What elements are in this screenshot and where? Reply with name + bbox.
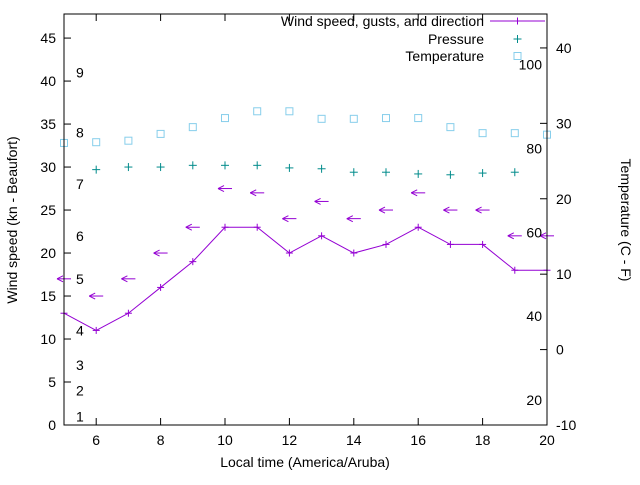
left-axis-label: Wind speed (kn - Beaufort) [4,136,20,303]
right-tick-label: 30 [556,115,572,131]
temperature-point [382,114,390,123]
temperature-point [92,138,101,147]
gust-arrow-head [153,252,160,257]
gust-arrow-head [378,206,386,211]
gust-arrow-head [410,192,418,197]
gust-arrow-head [121,275,128,280]
gust-arrow-head [539,232,547,237]
left-tick-label: 20 [40,245,56,261]
legend-label-wind: Wind speed, gusts, and direction [281,13,484,29]
gust-arrow-head [475,209,482,214]
temperature-point [221,114,229,123]
gust-arrow-head [378,209,386,214]
gust-arrow-head [475,206,482,211]
temperature-point [317,114,326,123]
wind-speed-line [63,226,547,331]
beaufort-scale-label: 4 [76,322,84,338]
right-tick-label: 10 [556,266,572,282]
x-tick-label: 18 [475,432,491,448]
gust-arrow-head [121,278,128,283]
legend-sample-temperature-marker [513,52,522,60]
gust-arrow-head [282,218,289,223]
temperature-point [349,114,358,123]
gust-arrow-head [346,215,354,220]
x-tick-label: 14 [346,432,362,448]
temperature-point [510,129,519,138]
gust-arrow-head [443,209,450,214]
fahrenheit-scale-label: 60 [526,224,542,240]
gust-arrow-head [410,189,418,194]
gust-arrow-head [282,215,289,220]
gust-arrow-head [346,218,354,223]
left-tick-label: 0 [48,417,56,433]
fahrenheit-scale-label: 20 [526,392,542,408]
left-tick-label: 40 [40,73,56,89]
gust-arrow-head [56,278,64,283]
beaufort-scale-label: 1 [76,408,84,424]
right-tick-label: 40 [556,40,572,56]
left-tick-label: 10 [40,331,56,347]
x-tick-label: 10 [217,432,233,448]
beaufort-scale-label: 3 [76,357,84,373]
x-tick-label: 20 [539,432,555,448]
gust-arrow-head [249,192,257,197]
left-tick-label: 30 [40,159,56,175]
left-tick-label: 25 [40,202,56,218]
gust-arrow-head [88,295,96,300]
temperature-point [124,136,133,145]
gust-arrow-head [314,197,321,202]
plot-border [63,13,548,426]
x-tick-label: 8 [157,432,165,448]
x-axis-label: Local time (America/Aruba) [220,454,390,470]
beaufort-scale-label: 7 [76,176,84,192]
gust-arrow-head [88,292,96,297]
beaufort-scale-label: 8 [76,125,84,141]
legend-label-temperature: Temperature [405,48,484,64]
gust-arrow-head [249,189,257,194]
temperature-point [478,129,487,138]
right-tick-label: -10 [556,417,576,433]
right-axis-label: Temperature (C - F) [618,159,634,282]
temperature-point [285,107,294,116]
right-tick-label: 20 [556,191,572,207]
temperature-point [253,107,262,116]
x-tick-label: 16 [410,432,426,448]
gust-arrow-head [185,223,193,228]
beaufort-scale-label: 5 [76,271,84,287]
gust-arrow-head [539,235,547,240]
beaufort-scale-label: 6 [76,228,84,244]
gust-arrow-head [153,249,160,254]
fahrenheit-scale-label: 100 [519,57,543,73]
gust-arrow-head [217,188,225,192]
temperature-point [414,114,423,123]
gust-arrow-head [314,200,321,205]
left-tick-label: 35 [40,116,56,132]
x-tick-label: 6 [92,432,100,448]
fahrenheit-scale-label: 80 [526,140,542,156]
gust-arrow-head [56,275,64,280]
x-tick-label: 12 [282,432,298,448]
beaufort-scale-label: 9 [76,64,84,80]
left-tick-label: 45 [40,30,56,46]
temperature-point [188,123,197,132]
legend-label-pressure: Pressure [428,31,484,47]
temperature-point [446,123,455,132]
temperature-point [156,129,165,138]
right-tick-label: 0 [556,342,564,358]
left-tick-label: 5 [48,374,56,390]
gust-arrow-head [507,232,515,237]
gust-arrow-head [185,226,193,231]
fahrenheit-scale-label: 40 [526,308,542,324]
gust-arrow-head [217,185,225,189]
beaufort-scale-label: 2 [76,383,84,399]
gust-arrow-head [443,206,450,211]
gust-arrow-head [507,235,515,240]
left-tick-label: 15 [40,288,56,304]
